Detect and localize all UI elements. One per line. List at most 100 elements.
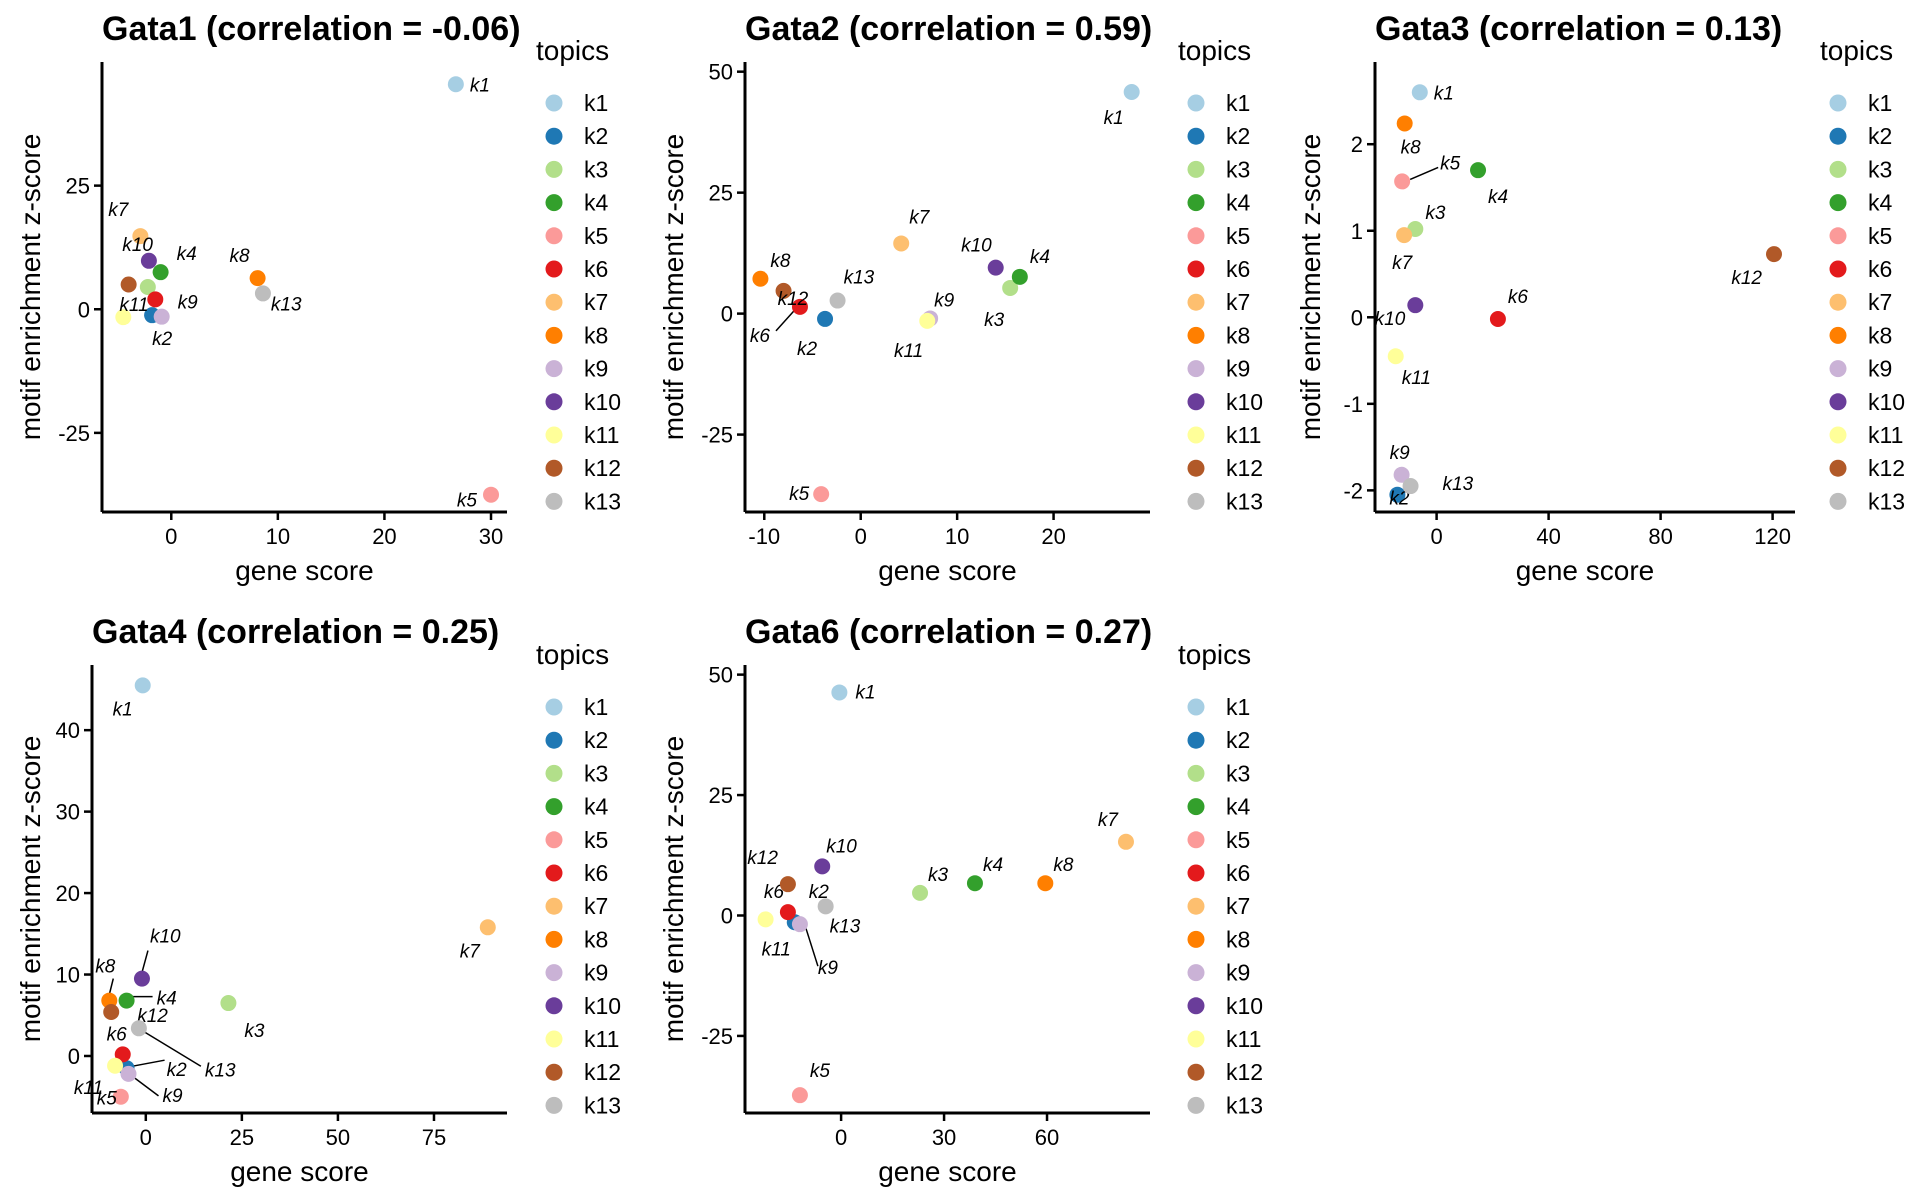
- point-k8: [752, 270, 769, 287]
- point-label-k10: k10: [1375, 309, 1406, 330]
- point-k4: [152, 264, 169, 281]
- legend-title: topics: [1820, 35, 1893, 66]
- point-k5: [791, 1087, 808, 1104]
- point-k12: [1766, 246, 1782, 263]
- legend-swatch-k12: [1187, 1063, 1205, 1081]
- legend-label-k7: k7: [1868, 289, 1892, 315]
- label-leader-line: [144, 1031, 202, 1067]
- x-tick-label: 30: [932, 1125, 956, 1150]
- point-k11: [107, 1057, 124, 1074]
- y-tick-label: 10: [56, 963, 80, 988]
- legend-label-k12: k12: [1868, 455, 1905, 481]
- point-label-k9: k9: [818, 958, 839, 979]
- point-label-k7: k7: [1392, 253, 1414, 274]
- legend-swatch-k8: [1187, 326, 1205, 344]
- point-k8: [1396, 115, 1413, 132]
- legend-label-k5: k5: [1226, 223, 1250, 249]
- legend-label-k7: k7: [584, 893, 608, 919]
- legend-label-k4: k4: [1226, 190, 1251, 216]
- y-axis-title: motif enrichment z-score: [15, 134, 46, 441]
- y-tick-label: -2: [1343, 478, 1363, 503]
- legend-label-k3: k3: [584, 156, 608, 182]
- point-k10: [140, 252, 157, 269]
- x-tick-label: 80: [1648, 524, 1672, 549]
- y-tick-label: -25: [701, 1024, 733, 1049]
- legend-swatch-k10: [545, 393, 563, 411]
- legend-label-k4: k4: [1868, 190, 1893, 216]
- panel-title: Gata3 (correlation = 0.13): [1375, 10, 1782, 48]
- y-tick-label: 40: [56, 718, 80, 743]
- scatter-panel-3: Gata3 (correlation = 0.13) 0 40 80 120 -2 -1 0 1…: [1295, 10, 1905, 586]
- legend-swatch-k3: [545, 764, 563, 782]
- legend-label-k11: k11: [584, 1026, 619, 1052]
- point-label-k2: k2: [167, 1060, 188, 1081]
- legend-swatch-k5: [1829, 227, 1847, 245]
- point-label-k9: k9: [1390, 443, 1411, 464]
- point-label-k2: k2: [1389, 489, 1410, 510]
- point-label-k3: k3: [1425, 203, 1446, 224]
- legend-label-k8: k8: [1226, 322, 1250, 348]
- point-k7: [1117, 833, 1134, 850]
- y-tick-label: 0: [721, 903, 733, 928]
- point-label-k1: k1: [1434, 83, 1454, 104]
- point-label-k11: k11: [762, 939, 791, 960]
- point-label-k2: k2: [797, 339, 818, 360]
- point-k12: [779, 876, 796, 893]
- legend-swatch-k4: [545, 194, 563, 212]
- legend-label-k11: k11: [1226, 422, 1261, 448]
- legend-swatch-k1: [1187, 94, 1205, 112]
- legend-swatch-k9: [1187, 360, 1205, 378]
- legend: topics k1 k2 k3 k4 k5 k6 k7 k8 k9 k10 k11 k12 k13: [1178, 639, 1263, 1118]
- legend-swatch-k10: [1187, 393, 1205, 411]
- legend-swatch-k1: [1829, 94, 1847, 112]
- point-label-k9: k9: [934, 290, 955, 311]
- legend: topics k1 k2 k3 k4 k5 k6 k7 k8 k9 k10 k11 k12 k13: [1178, 35, 1263, 514]
- legend-label-k9: k9: [1868, 356, 1892, 382]
- x-axis-title: gene score: [1516, 555, 1655, 586]
- legend-label-k8: k8: [1868, 322, 1892, 348]
- legend-swatch-k11: [1187, 426, 1205, 444]
- legend-swatch-k13: [1187, 1096, 1205, 1114]
- legend-swatch-k9: [1187, 964, 1205, 982]
- legend-label-k1: k1: [1868, 90, 1892, 116]
- point-label-k8: k8: [770, 251, 791, 272]
- y-tick-label: 25: [709, 783, 733, 808]
- point-k9: [120, 1065, 137, 1082]
- point-label-k11: k11: [1402, 368, 1431, 389]
- scatter-panel-5: Gata6 (correlation = 0.27) 0 30 60 -25 0 25 50 g…: [658, 613, 1263, 1187]
- legend: topics k1 k2 k3 k4 k5 k6 k7 k8 k9 k10 k11 k12 k13: [1820, 35, 1905, 514]
- x-tick-label: 60: [1035, 1125, 1059, 1150]
- point-k3: [139, 279, 156, 295]
- legend-label-k2: k2: [1226, 727, 1250, 753]
- label-leader-line: [1409, 166, 1439, 181]
- legend-swatch-k10: [1829, 393, 1847, 411]
- legend-label-k8: k8: [1226, 926, 1250, 952]
- point-k8: [249, 270, 266, 287]
- legend-swatch-k12: [1829, 459, 1847, 477]
- point-label-k4: k4: [983, 855, 1003, 876]
- legend-swatch-k1: [545, 698, 563, 716]
- panel-title: Gata6 (correlation = 0.27): [745, 613, 1152, 651]
- y-tick-label: 0: [78, 297, 90, 322]
- legend-label-k12: k12: [1226, 455, 1263, 481]
- legend-swatch-k2: [545, 127, 563, 145]
- point-k10: [814, 858, 831, 875]
- point-k3: [220, 995, 237, 1012]
- legend-label-k4: k4: [584, 794, 609, 820]
- point-label-k5: k5: [97, 1089, 118, 1110]
- legend-swatch-k11: [1829, 426, 1847, 444]
- legend-swatch-k8: [545, 930, 563, 948]
- point-k11: [919, 312, 936, 329]
- x-tick-label: 40: [1536, 524, 1560, 549]
- point-label-k3: k3: [244, 1021, 265, 1042]
- point-label-k13: k13: [844, 268, 875, 289]
- point-k12: [103, 1003, 120, 1020]
- point-k3: [912, 884, 929, 901]
- point-label-k10: k10: [150, 927, 181, 948]
- point-label-k3: k3: [928, 865, 949, 886]
- legend-swatch-k5: [545, 831, 563, 849]
- legend-label-k6: k6: [1868, 256, 1892, 282]
- legend-swatch-k3: [1829, 160, 1847, 178]
- x-tick-label: 20: [1041, 524, 1065, 549]
- x-axis-title: gene score: [878, 1156, 1017, 1187]
